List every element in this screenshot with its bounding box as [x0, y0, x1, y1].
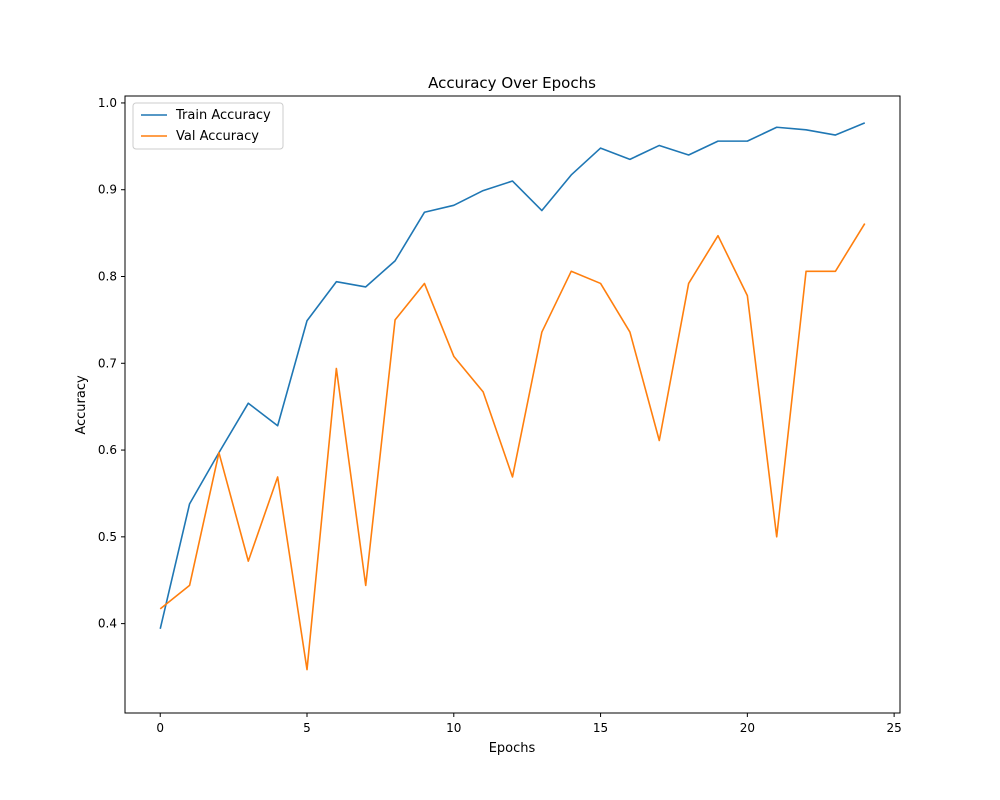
chart-title: Accuracy Over Epochs: [428, 74, 596, 92]
y-tick-label: 0.9: [98, 183, 117, 197]
y-axis-label: Accuracy: [74, 375, 89, 435]
legend-label-1: Train Accuracy: [175, 108, 271, 123]
y-tick-label: 0.6: [98, 443, 117, 457]
x-tick-label: 10: [446, 721, 461, 735]
y-tick-label: 1.0: [98, 96, 117, 110]
x-tick-label: 0: [156, 721, 164, 735]
x-tick-label: 25: [886, 721, 901, 735]
plot-area: 0 5 10 15 20 25 0.4 0.5 0.6 0.7 0.8 0.9 1.0 Train Acc…: [98, 95, 902, 735]
y-tick-label: 0.7: [98, 356, 117, 370]
legend-label-2: Val Accuracy: [176, 129, 259, 144]
x-tick-label: 20: [740, 721, 755, 735]
y-tick-label: 0.4: [98, 617, 117, 631]
y-tick-label: 0.8: [98, 270, 117, 284]
series-line-2: [159, 223, 866, 671]
x-axis-label: Epochs: [489, 741, 536, 756]
y-tick-label: 0.5: [98, 530, 117, 544]
series-line-1: [159, 122, 866, 630]
axes-frame: [124, 95, 901, 714]
x-tick-label: 5: [303, 721, 311, 735]
legend-box: [132, 102, 284, 150]
x-tick-label: 15: [593, 721, 608, 735]
